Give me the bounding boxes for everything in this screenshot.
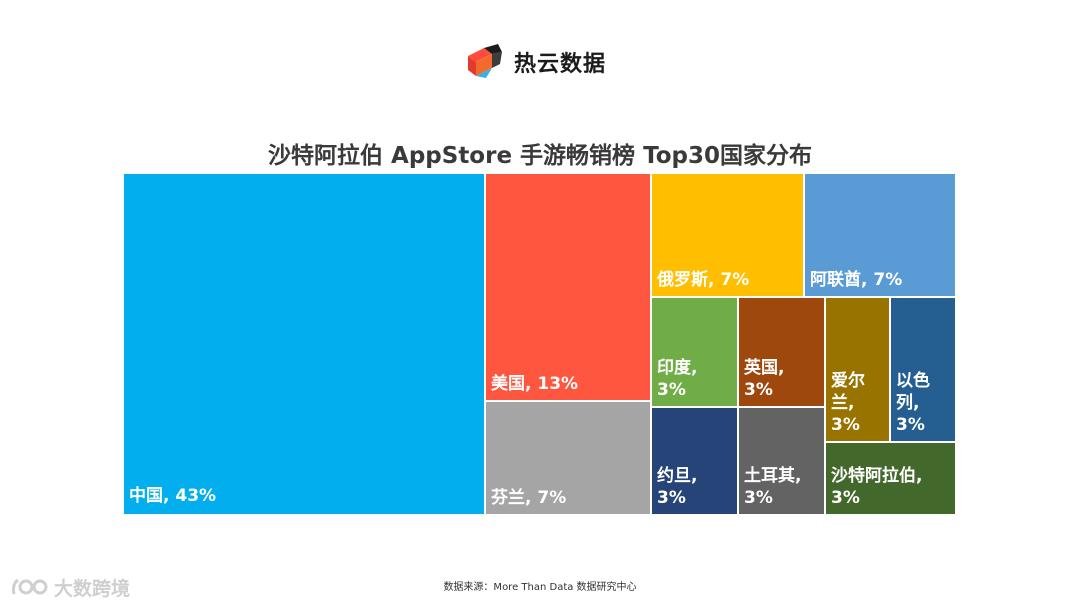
treemap-cell: 芬兰, 7% [485,401,651,515]
treemap-cell: 英国, 3% [738,297,825,407]
data-source: 数据来源：More Than Data 数据研究中心 [443,582,637,593]
treemap-cell-label: 俄罗斯, 7% [657,270,750,290]
treemap-cell: 美国, 13% [485,173,651,401]
treemap-cell-label: 土耳其, 3% [744,466,802,508]
treemap-cell: 约旦, 3% [651,407,738,515]
treemap-cell: 印度, 3% [651,297,738,407]
watermark: 大数跨境 [10,572,130,602]
watermark-text: 大数跨境 [54,577,131,600]
chart-title: 沙特阿拉伯 AppStore 手游畅销榜 Top30国家分布 [268,143,812,169]
treemap-cell: 中国, 43% [123,173,485,515]
treemap-chart: 中国, 43% 美国, 13% 芬兰, 7% 俄罗斯, 7% 阿联酋, 7% 印度, 3%… [123,173,956,515]
treemap-cell-label: 以色列, 3% [896,371,930,435]
brand-logo: 热云数据 [462,42,606,82]
treemap-cell: 以色列, 3% [890,297,956,442]
treemap-cell: 土耳其, 3% [738,407,825,515]
treemap-cell: 爱尔兰, 3% [825,297,890,442]
treemap-cell-label: 印度, 3% [657,358,698,400]
treemap-cell-label: 阿联酋, 7% [810,270,903,290]
treemap-cell: 阿联酋, 7% [804,173,956,297]
treemap-cell-label: 美国, 13% [491,374,579,394]
treemap-cell: 沙特阿拉伯, 3% [825,442,956,515]
brand-name: 热云数据 [514,52,607,77]
treemap-cell-label: 爱尔兰, 3% [831,371,865,435]
treemap-cell-label: 英国, 3% [744,358,785,400]
treemap-cell-label: 沙特阿拉伯, 3% [831,466,923,508]
treemap-cell-label: 中国, 43% [129,486,217,506]
dashuju-logo-icon [12,578,48,595]
treemap-cell-label: 约旦, 3% [657,466,698,508]
treemap-cell-label: 芬兰, 7% [491,488,567,508]
treemap-cell: 俄罗斯, 7% [651,173,804,297]
reyun-cube-logo-icon [468,44,502,78]
